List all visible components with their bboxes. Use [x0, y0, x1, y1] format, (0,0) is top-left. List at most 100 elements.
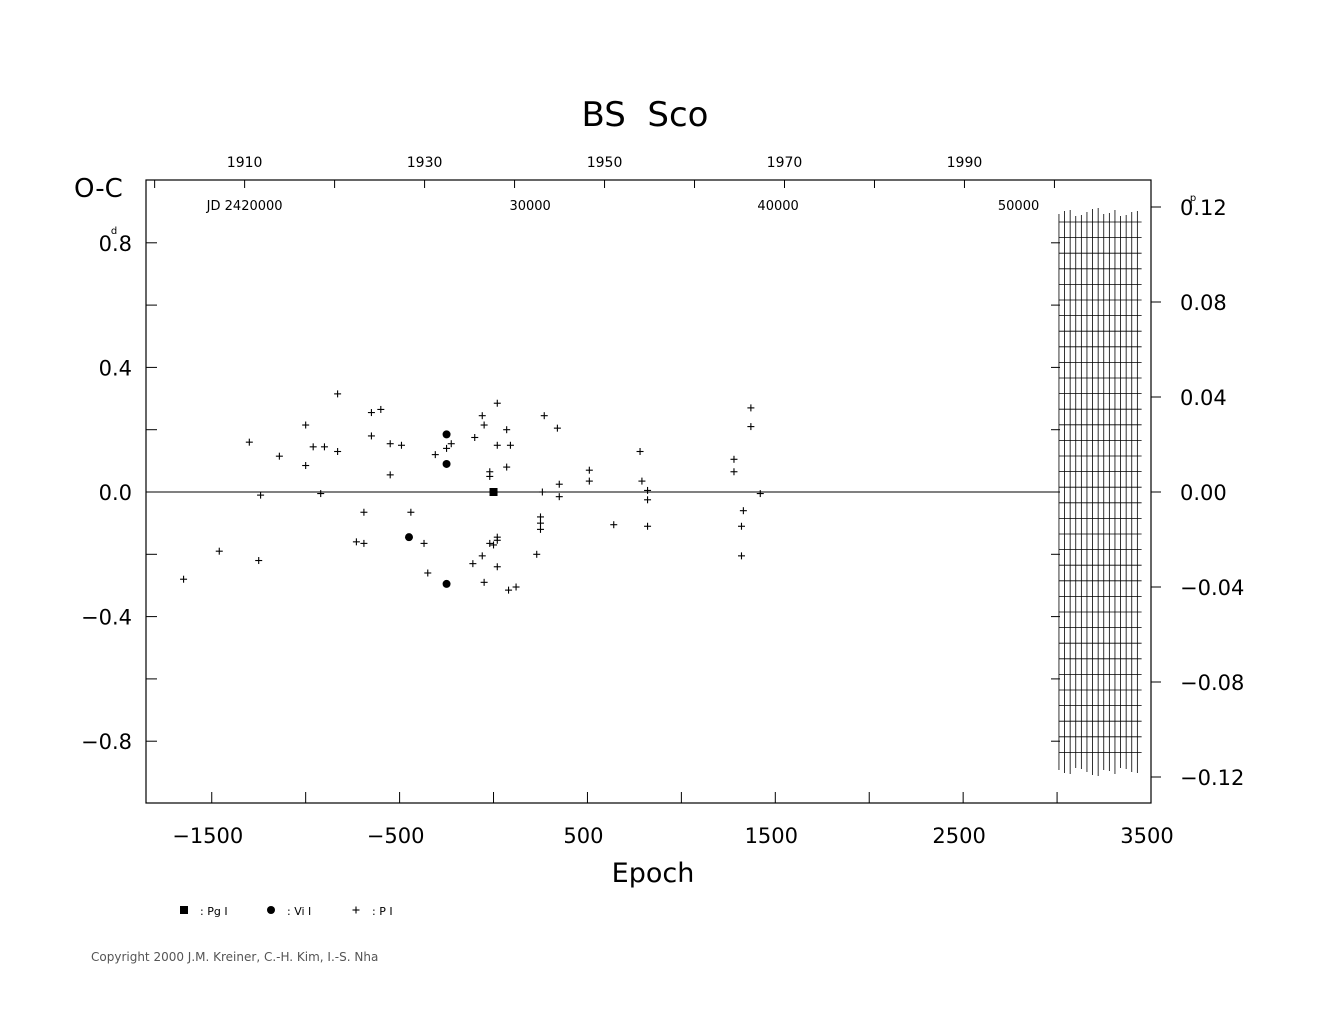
data-point-plus: [555, 480, 563, 488]
y-left-tick-label: 0.8: [99, 232, 132, 256]
x-tick-label: 1500: [745, 824, 798, 848]
legend-label: : Pg I: [200, 905, 228, 918]
y-right-tick-label: 0.08: [1180, 291, 1227, 315]
data-point-plus: [536, 525, 544, 533]
data-point-plus: [553, 424, 561, 432]
data-point-plus: [538, 488, 546, 496]
data-point-plus: [756, 490, 764, 498]
data-point-plus: [424, 569, 432, 577]
year-label: 1990: [947, 155, 983, 171]
data-point-circle: [442, 579, 451, 588]
data-point-square: [489, 488, 498, 496]
legend-marker-square: [180, 906, 188, 914]
data-point-plus: [610, 521, 618, 529]
data-point-plus: [512, 583, 520, 591]
data-point-plus: [180, 575, 188, 583]
data-point-plus: [317, 490, 325, 498]
data-point-plus: [737, 522, 745, 530]
data-point-plus: [334, 390, 342, 398]
data-point-plus: [636, 448, 644, 456]
data-point-plus: [536, 513, 544, 521]
data-point-plus: [245, 438, 253, 446]
year-label: 1910: [227, 155, 263, 171]
data-point-plus: [360, 508, 368, 516]
x-tick-label: 3500: [1120, 824, 1173, 848]
data-point-plus: [540, 412, 548, 420]
data-point-plus: [320, 443, 328, 451]
y-right-tick-label: −0.08: [1180, 671, 1244, 695]
year-label: 1930: [407, 155, 443, 171]
data-point-plus: [730, 468, 738, 476]
x-tick-label: 500: [563, 824, 603, 848]
data-point-plus: [480, 421, 488, 429]
jd-label: 50000: [998, 199, 1039, 214]
jd-label: 40000: [757, 199, 798, 214]
data-point-plus: [257, 491, 265, 499]
data-point-plus: [471, 433, 479, 441]
data-point-plus: [469, 560, 477, 568]
x-tick-label: 2500: [932, 824, 985, 848]
legend-label: : P I: [372, 905, 393, 918]
data-point-plus: [644, 486, 652, 494]
chart-title: BS Sco: [581, 95, 708, 135]
jd-label: JD 2420000: [206, 199, 283, 214]
data-point-plus: [309, 443, 317, 451]
data-point-plus: [493, 533, 501, 541]
data-point-plus: [493, 563, 501, 571]
jd-label: 30000: [509, 199, 550, 214]
axis-ticks: −1500 −500 500 1500 2500 3500 0.8 0.4 0.0 −0.4 −0.…: [81, 155, 1244, 848]
data-point-plus: [386, 471, 394, 479]
data-point-plus: [644, 522, 652, 530]
y-right-tick-label: 0.04: [1180, 386, 1227, 410]
data-point-plus: [431, 451, 439, 459]
x-tick-label: −1500: [172, 824, 243, 848]
legend: : Pg I: Vi I: P I: [180, 905, 393, 918]
y-right-tick-label: −0.12: [1180, 766, 1244, 790]
data-point-plus: [443, 444, 451, 452]
x-axis-label: Epoch: [612, 858, 695, 889]
data-point-plus: [447, 440, 455, 448]
y-right-tick-label: −0.04: [1180, 576, 1244, 600]
data-point-plus: [334, 448, 342, 456]
y-left-tick-label: −0.4: [81, 606, 132, 630]
data-point-plus: [506, 441, 514, 449]
data-point-plus: [585, 477, 593, 485]
plot-frame: [145, 179, 1152, 804]
data-point-plus: [302, 421, 310, 429]
data-points: [180, 390, 764, 594]
data-point-plus: [747, 423, 755, 431]
data-point-plus: [747, 404, 755, 412]
data-point-plus: [493, 441, 501, 449]
data-point-plus: [638, 477, 646, 485]
y-left-tick-label: 0.4: [99, 356, 132, 380]
data-point-circle: [442, 430, 451, 439]
data-point-plus: [420, 539, 428, 547]
hatched-region: [1058, 208, 1142, 776]
data-point-plus: [486, 539, 494, 547]
data-point-plus: [503, 463, 511, 471]
year-label: 1970: [767, 155, 803, 171]
data-point-plus: [367, 409, 375, 417]
data-point-plus: [386, 440, 394, 448]
y-unit-right: p: [1190, 193, 1196, 204]
data-point-plus: [739, 507, 747, 515]
data-point-plus: [503, 426, 511, 434]
legend-marker-circle: [267, 906, 275, 914]
data-point-plus: [505, 586, 513, 594]
data-point-plus: [275, 452, 283, 460]
data-point-plus: [555, 493, 563, 501]
y-axis-label: O-C: [74, 174, 123, 204]
data-point-plus: [377, 405, 385, 413]
y-unit-left: d: [111, 226, 117, 237]
x-tick-label: −500: [367, 824, 425, 848]
data-point-plus: [397, 441, 405, 449]
y-left-tick-label: 0.0: [99, 481, 132, 505]
data-point-plus: [302, 462, 310, 470]
data-point-plus: [367, 432, 375, 440]
data-point-plus: [478, 412, 486, 420]
data-point-circle: [404, 533, 413, 542]
data-point-plus: [215, 547, 223, 555]
data-point-plus: [255, 557, 263, 565]
data-point-plus: [585, 466, 593, 474]
y-right-tick-label: 0.00: [1180, 481, 1227, 505]
